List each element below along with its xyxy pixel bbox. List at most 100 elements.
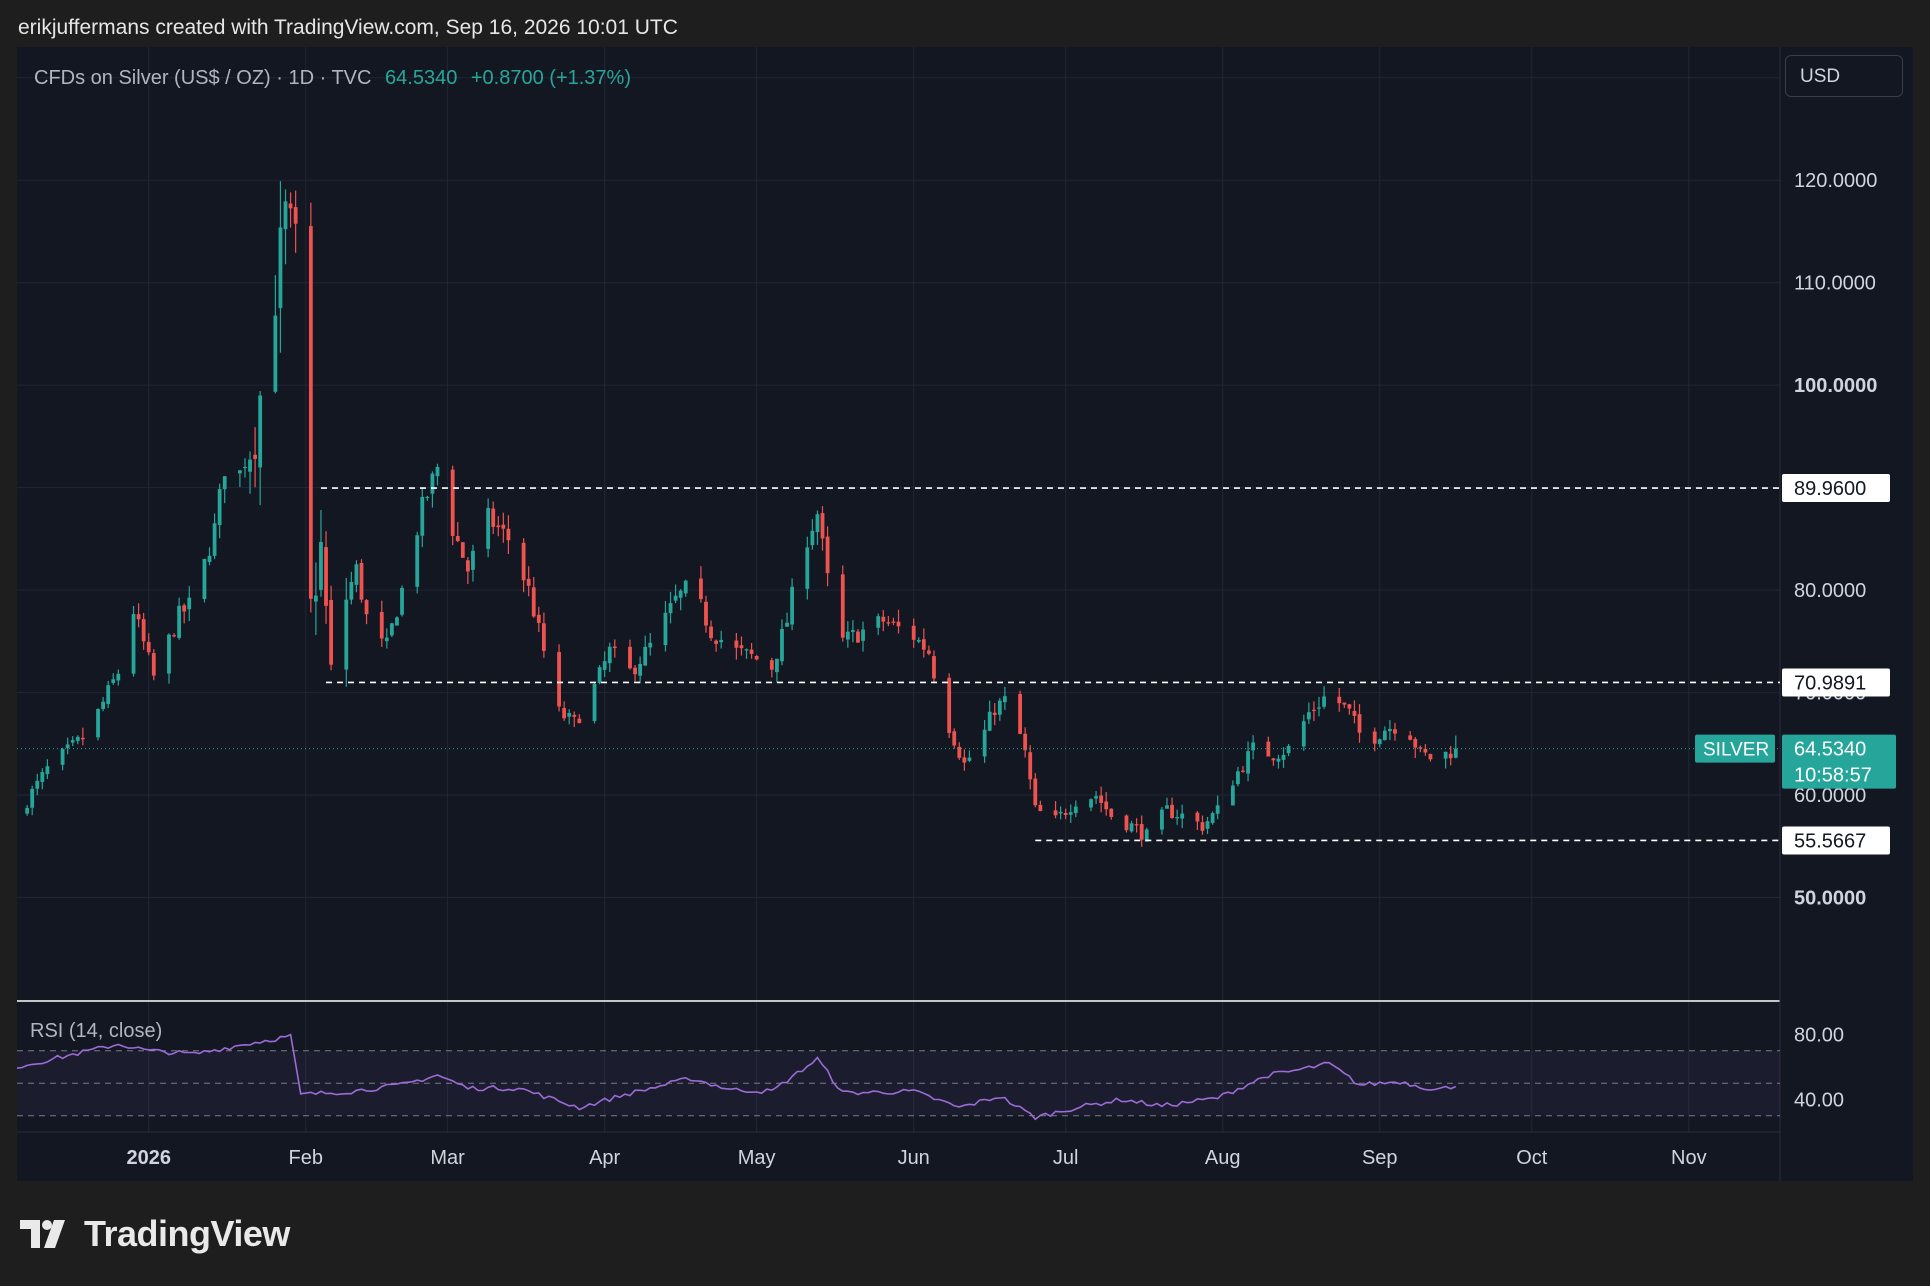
candle-body-up xyxy=(400,587,404,615)
candle-body-up xyxy=(1236,771,1240,785)
candle-body-up xyxy=(96,709,100,738)
candle-body-down xyxy=(957,746,962,758)
candle-body-up xyxy=(668,603,673,614)
candle-body-down xyxy=(739,645,744,649)
candle-body-down xyxy=(896,621,901,627)
symbol-tag-label: SILVER xyxy=(1703,740,1769,761)
candle-body-down xyxy=(825,536,830,574)
candle-body-up xyxy=(258,395,263,468)
time-tick-label: Aug xyxy=(1205,1147,1241,1169)
candle-body-up xyxy=(1388,728,1392,732)
currency-selector[interactable]: USD xyxy=(1785,55,1903,97)
tradingview-logo[interactable]: TradingView xyxy=(20,1213,290,1255)
candle-body-down xyxy=(80,737,85,740)
candle-body-up xyxy=(212,523,217,556)
rsi-tick-label: 40.00 xyxy=(1794,1090,1844,1112)
candle-body-up xyxy=(876,616,881,628)
candle-body-up xyxy=(167,634,171,674)
level-label: 70.9891 xyxy=(1794,672,1866,694)
candle-body-up xyxy=(1230,785,1235,806)
candle-body-up xyxy=(278,227,283,309)
candle-body-down xyxy=(288,203,293,209)
candle-body-down xyxy=(926,650,931,654)
candle-body-down xyxy=(465,560,470,572)
candle-body-down xyxy=(1241,770,1245,772)
candle-body-up xyxy=(673,595,678,601)
candle-body-up xyxy=(384,637,389,642)
candle-body-down xyxy=(754,655,759,660)
candle-body-up xyxy=(1073,806,1078,814)
candle-body-down xyxy=(141,619,146,642)
candle-body-up xyxy=(435,466,440,477)
candle-body-down xyxy=(734,640,739,648)
candle-body-down xyxy=(1312,709,1316,711)
candle-body-up xyxy=(1251,742,1256,751)
candle-body-down xyxy=(501,524,506,529)
candle-body-up xyxy=(1002,696,1007,703)
candle-body-down xyxy=(932,656,936,679)
time-tick-label: Sep xyxy=(1362,1147,1398,1169)
candle-body-up xyxy=(1165,805,1169,809)
price-tick-label: 120.0000 xyxy=(1794,170,1877,192)
candle-body-down xyxy=(714,640,719,644)
candle-body-down xyxy=(911,625,916,640)
candle-body-down xyxy=(1104,801,1109,810)
candle-body-up xyxy=(486,507,491,549)
candle-body-up xyxy=(592,683,597,722)
candle-body-up xyxy=(131,613,136,674)
candle-body-up xyxy=(1160,809,1164,830)
candle-body-up xyxy=(319,541,323,590)
candle-body-down xyxy=(749,649,754,654)
candle-body-down xyxy=(182,605,187,612)
symbol-tag-box xyxy=(1695,734,1775,763)
candle-body-down xyxy=(1342,702,1347,705)
candle-body-up xyxy=(1306,712,1311,720)
candle-body-down xyxy=(1448,753,1453,759)
tradingview-logo-icon xyxy=(20,1220,65,1248)
candle-body-up xyxy=(567,712,572,717)
candle-body-down xyxy=(324,547,328,606)
candle-body-up xyxy=(602,661,607,670)
candle-body-down xyxy=(1063,813,1068,815)
candle-body-up xyxy=(744,649,749,651)
candle-body-up xyxy=(420,496,425,536)
candle-body-down xyxy=(541,623,546,651)
time-tick-label: Apr xyxy=(589,1147,620,1169)
time-tick-label: Mar xyxy=(430,1147,465,1169)
candle-body-down xyxy=(1266,741,1271,757)
price-tick-label: 60.0000 xyxy=(1794,785,1866,807)
candle-body-up xyxy=(349,581,354,600)
candle-body-down xyxy=(952,731,957,746)
candle-body-up xyxy=(785,622,789,627)
rsi-line xyxy=(17,1033,1457,1121)
candle-body-up xyxy=(45,766,50,775)
time-tick-label: May xyxy=(738,1147,776,1169)
candle-body-up xyxy=(40,772,45,782)
candle-body-up xyxy=(810,530,815,546)
candle-body-down xyxy=(992,712,997,715)
candle-body-up xyxy=(1301,721,1306,747)
candle-body-up xyxy=(101,701,106,710)
candle-body-down xyxy=(891,621,896,623)
candle-body-down xyxy=(1109,808,1114,817)
candle-body-up xyxy=(248,459,252,472)
candle-body-down xyxy=(359,562,364,600)
level-label: 89.9600 xyxy=(1794,478,1866,500)
candle-body-down xyxy=(1271,758,1276,761)
candle-body-down xyxy=(612,646,617,649)
time-tick-label: Jul xyxy=(1053,1147,1079,1169)
candle-body-up xyxy=(815,514,820,533)
level-label-box xyxy=(1782,826,1890,855)
candle-body-up xyxy=(597,667,602,683)
candle-body-up xyxy=(430,473,435,494)
candle-body-down xyxy=(699,578,703,600)
candle-body-up xyxy=(389,623,394,636)
candle-body-up xyxy=(1453,748,1458,758)
candle-body-down xyxy=(1413,738,1418,748)
candle-body-down xyxy=(769,660,774,670)
chart-canvas[interactable]: 130.0000120.0000110.0000100.000080.00007… xyxy=(17,47,1913,1181)
candle-body-down xyxy=(962,757,967,763)
candle-body-up xyxy=(845,631,850,640)
candle-body-up xyxy=(187,597,192,610)
chart-frame[interactable]: 130.0000120.0000110.0000100.000080.00007… xyxy=(17,47,1913,1181)
